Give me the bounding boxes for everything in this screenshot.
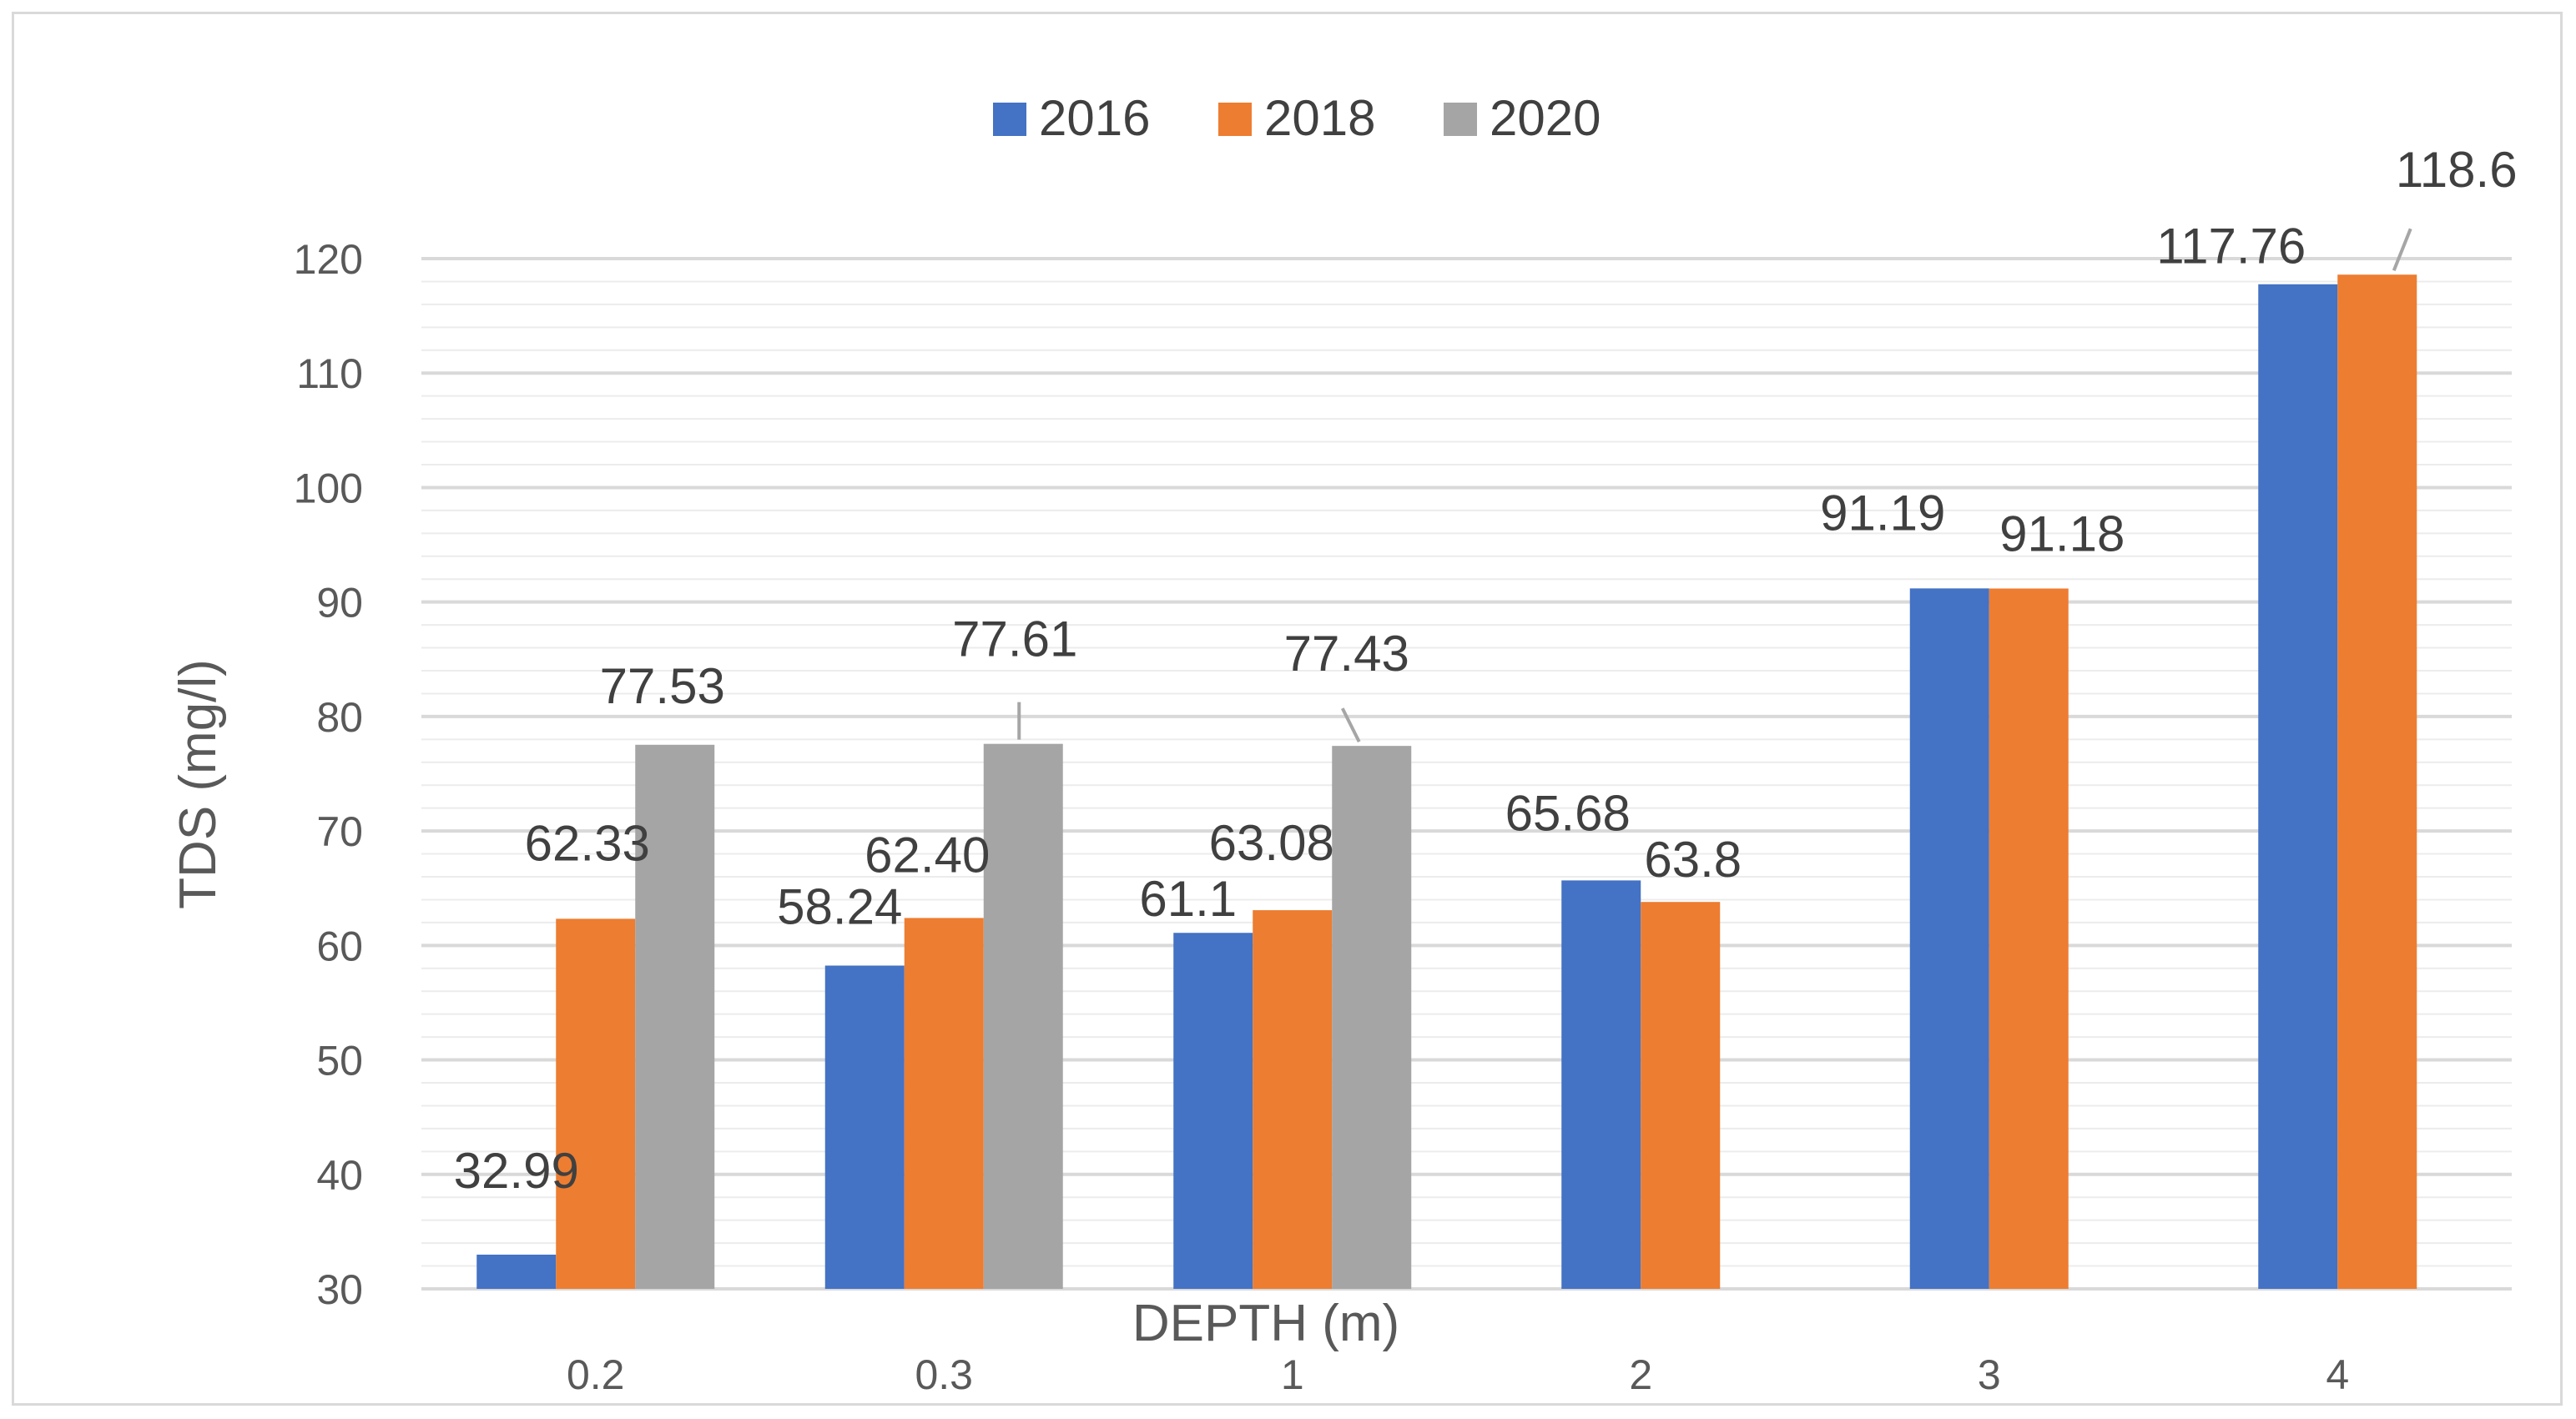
- data-label: 77.61: [952, 611, 1077, 667]
- y-tick-label: 30: [316, 1266, 363, 1313]
- y-tick-label: 100: [294, 465, 363, 511]
- legend-label-2018: 2018: [1264, 90, 1375, 146]
- data-label: 117.76: [2156, 219, 2306, 274]
- gridlines: [421, 257, 2512, 1291]
- bar-2016-0.2: [476, 1254, 557, 1289]
- bar-2016-3: [1909, 588, 1989, 1289]
- label-leader-line: [1340, 707, 1361, 743]
- y-axis-title: TDS (mg/l): [169, 659, 227, 909]
- x-axis-ticks: 0.2 0.3 1 2 3 4: [567, 1351, 2349, 1398]
- data-label: 118.6: [2396, 142, 2518, 198]
- bar-2020-0.2: [635, 744, 715, 1289]
- x-tick-label: 0.2: [567, 1351, 625, 1398]
- bar-2016-4: [2258, 284, 2338, 1289]
- x-axis-title: DEPTH (m): [1132, 1295, 1399, 1352]
- bar-2018-2: [1641, 902, 1721, 1289]
- legend: 2016 2018 2020: [993, 90, 1601, 146]
- bar-2020-1: [1332, 746, 1412, 1289]
- legend-swatch-2018: [1218, 103, 1252, 136]
- legend-label-2016: 2016: [1039, 90, 1150, 146]
- bar-2016-0.3: [824, 965, 905, 1289]
- x-tick-label: 2: [1629, 1351, 1652, 1398]
- data-label: 58.24: [777, 878, 902, 934]
- bar-2018-3: [1989, 588, 2069, 1289]
- data-label: 61.1: [1139, 871, 1237, 927]
- data-label: 62.33: [525, 815, 650, 871]
- y-axis-ticks: 30 40 50 60 70 80 90 100 110 120: [294, 236, 363, 1313]
- y-tick-label: 70: [316, 808, 363, 855]
- bars: [476, 274, 2417, 1289]
- data-label: 63.08: [1209, 815, 1334, 871]
- legend-swatch-2020: [1444, 103, 1477, 136]
- data-label: 32.99: [454, 1143, 579, 1199]
- x-tick-label: 1: [1281, 1351, 1304, 1398]
- data-label: 62.40: [865, 827, 990, 883]
- bar-2018-1: [1253, 910, 1333, 1289]
- data-label: 63.8: [1644, 832, 1742, 888]
- bar-2016-2: [1561, 880, 1641, 1289]
- x-tick-label: 3: [1978, 1351, 2001, 1398]
- y-tick-label: 110: [296, 350, 363, 397]
- legend-label-2020: 2020: [1490, 90, 1601, 146]
- y-tick-label: 90: [316, 580, 363, 626]
- y-tick-label: 60: [316, 923, 363, 969]
- x-tick-label: 4: [2326, 1351, 2349, 1398]
- bar-2020-0.3: [983, 743, 1063, 1289]
- data-label: 77.43: [1284, 626, 1409, 682]
- x-tick-label: 0.3: [915, 1351, 973, 1398]
- label-leader-line: [2392, 228, 2412, 271]
- bar-2018-0.2: [556, 918, 636, 1289]
- bar-2016-1: [1173, 933, 1253, 1289]
- bar-2018-4: [2337, 274, 2417, 1289]
- data-label: 91.18: [1999, 506, 2125, 561]
- data-label: 77.53: [600, 658, 725, 714]
- y-tick-label: 80: [316, 694, 363, 741]
- y-tick-label: 50: [316, 1038, 363, 1084]
- data-label: 65.68: [1505, 785, 1631, 841]
- y-tick-label: 120: [294, 236, 363, 283]
- bar-2018-0.3: [904, 918, 984, 1289]
- y-tick-label: 40: [316, 1152, 363, 1199]
- data-label: 91.19: [1820, 485, 1945, 541]
- legend-swatch-2016: [993, 103, 1026, 136]
